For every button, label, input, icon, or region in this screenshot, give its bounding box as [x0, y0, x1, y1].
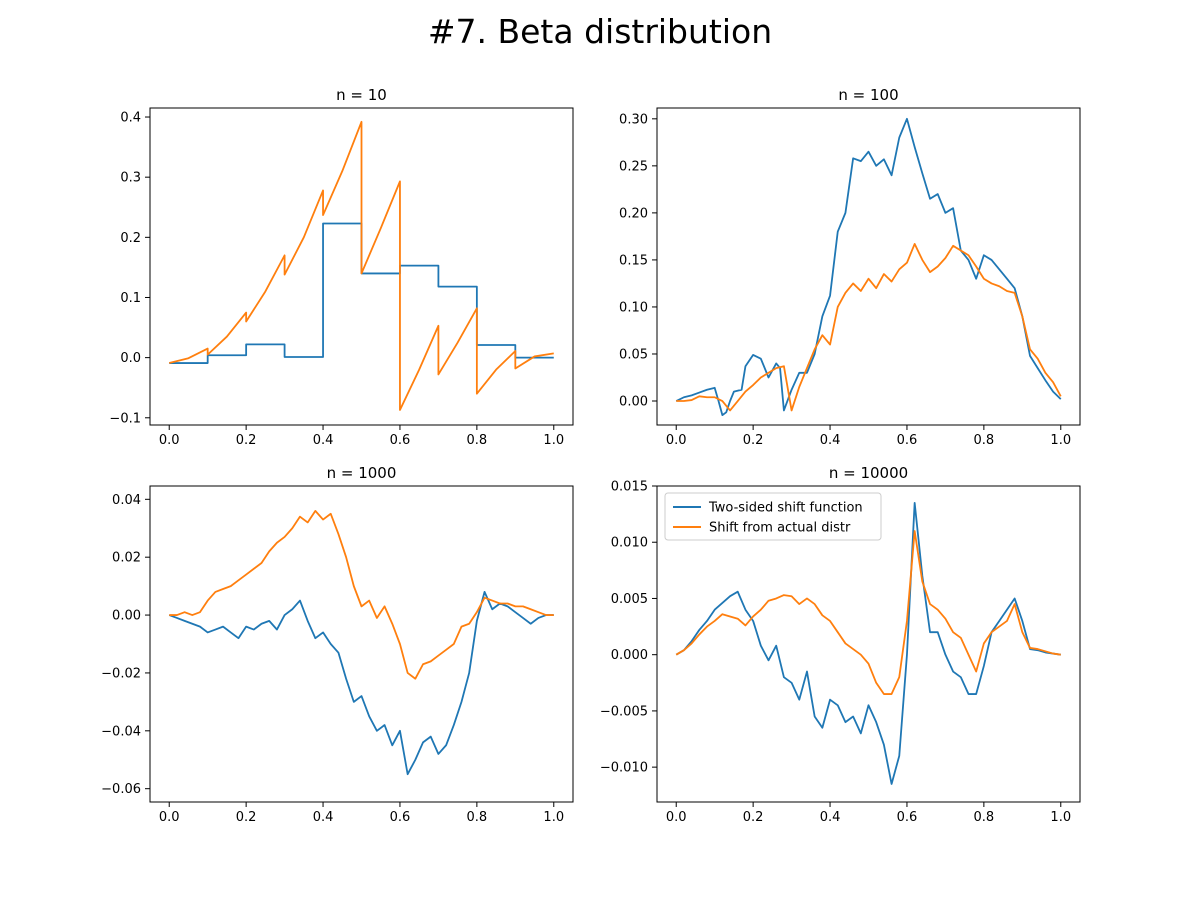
x-tick-label: 0.6 — [390, 433, 411, 448]
x-tick-label: 1.0 — [543, 433, 564, 448]
subplot-title: n = 100 — [838, 86, 898, 104]
x-tick-label: 1.0 — [1050, 810, 1071, 825]
x-tick-label: 0.2 — [743, 810, 764, 825]
x-tick-label: 0.6 — [897, 433, 918, 448]
legend-label: Two-sided shift function — [708, 501, 863, 516]
x-tick-label: 0.2 — [236, 810, 257, 825]
y-tick-label: 0.3 — [120, 171, 141, 186]
y-tick-label: 0.4 — [120, 111, 141, 126]
y-tick-label: 0.15 — [619, 253, 648, 268]
series-line-actual — [169, 120, 554, 411]
y-tick-label: −0.1 — [109, 411, 141, 426]
axes-frame — [656, 485, 1081, 803]
y-tick-label: −0.005 — [600, 704, 648, 719]
series-line-actual — [676, 243, 1062, 412]
x-tick-label: 0.8 — [974, 433, 995, 448]
y-tick-label: 0.02 — [112, 551, 141, 566]
series-line-actual — [675, 530, 1061, 695]
y-tick-label: 0.04 — [112, 493, 141, 508]
y-tick-label: −0.02 — [101, 666, 141, 681]
subplot-title: n = 1000 — [327, 464, 397, 482]
y-tick-label: 0.0 — [120, 351, 141, 366]
x-tick-label: 0.4 — [820, 810, 841, 825]
y-tick-label: −0.04 — [101, 724, 141, 739]
legend-box — [664, 492, 882, 541]
subplot-n-1000: n = 1000 0.0 0.2 0.4 0.6 0.8 1.0 −0.06 −0.04 −0.0… — [101, 464, 574, 825]
y-tick-label: 0.1 — [120, 291, 141, 306]
x-tick-label: 0.6 — [897, 810, 918, 825]
y-tick-label: 0.20 — [619, 206, 648, 221]
series-line-two-sided — [168, 591, 554, 776]
y-tick-label: 0.05 — [619, 347, 648, 362]
subplot-n-10: n = 10 0.0 0.2 0.4 0.6 0.8 1.0 −0.1 0.0 0.1 0.2 0.3… — [109, 86, 574, 448]
series-line-two-sided — [675, 501, 1061, 785]
x-tick-label: 0.8 — [467, 810, 488, 825]
x-tick-label: 0.8 — [467, 433, 488, 448]
y-tick-label: 0.010 — [611, 536, 648, 551]
y-tick-label: 0.00 — [619, 395, 648, 410]
x-tick-label: 0.0 — [159, 810, 180, 825]
x-tick-label: 1.0 — [1050, 433, 1071, 448]
y-tick-label: 0.005 — [611, 592, 648, 607]
x-tick-label: 0.2 — [743, 433, 764, 448]
subplot-n-100: n = 100 0.0 0.2 0.4 0.6 0.8 1.0 0.00 0.05 0.10 0.1… — [619, 86, 1081, 448]
y-tick-label: 0.30 — [619, 112, 648, 127]
x-tick-label: 0.4 — [313, 810, 334, 825]
subplot-title: n = 10 — [336, 86, 387, 104]
y-tick-label: 0.10 — [619, 300, 648, 315]
plot-area — [675, 501, 1061, 785]
series-line-two-sided — [675, 117, 1062, 417]
x-tick-label: 1.0 — [543, 810, 564, 825]
y-tick-label: 0.2 — [120, 231, 141, 246]
series-line-actual — [169, 509, 554, 680]
subplot-n-10000: n = 10000 0.0 0.2 0.4 0.6 0.8 1.0 −0.010 −0.005 0… — [600, 464, 1081, 825]
figure-title: #7. Beta distribution — [427, 12, 773, 51]
x-tick-label: 0.4 — [313, 433, 334, 448]
x-tick-label: 0.0 — [666, 433, 687, 448]
y-tick-label: 0.00 — [112, 609, 141, 624]
axes-frame — [656, 107, 1081, 426]
x-tick-label: 0.4 — [820, 433, 841, 448]
legend-label: Shift from actual distr — [709, 521, 851, 536]
x-tick-label: 0.0 — [666, 810, 687, 825]
y-tick-label: −0.010 — [600, 761, 648, 776]
x-tick-label: 0.2 — [236, 433, 257, 448]
axes-frame — [149, 107, 574, 426]
plot-area — [168, 509, 554, 776]
plot-area — [169, 120, 554, 411]
legend: Two-sided shift function Shift from actua… — [664, 492, 882, 541]
y-tick-label: −0.06 — [101, 782, 141, 797]
plot-area — [675, 117, 1062, 417]
axes-frame — [149, 485, 574, 803]
y-tick-label: 0.25 — [619, 159, 648, 174]
y-tick-label: 0.015 — [611, 480, 648, 495]
x-tick-label: 0.0 — [159, 433, 180, 448]
x-tick-label: 0.8 — [974, 810, 995, 825]
x-tick-label: 0.6 — [390, 810, 411, 825]
y-tick-label: 0.000 — [611, 648, 648, 663]
subplot-title: n = 10000 — [829, 464, 908, 482]
